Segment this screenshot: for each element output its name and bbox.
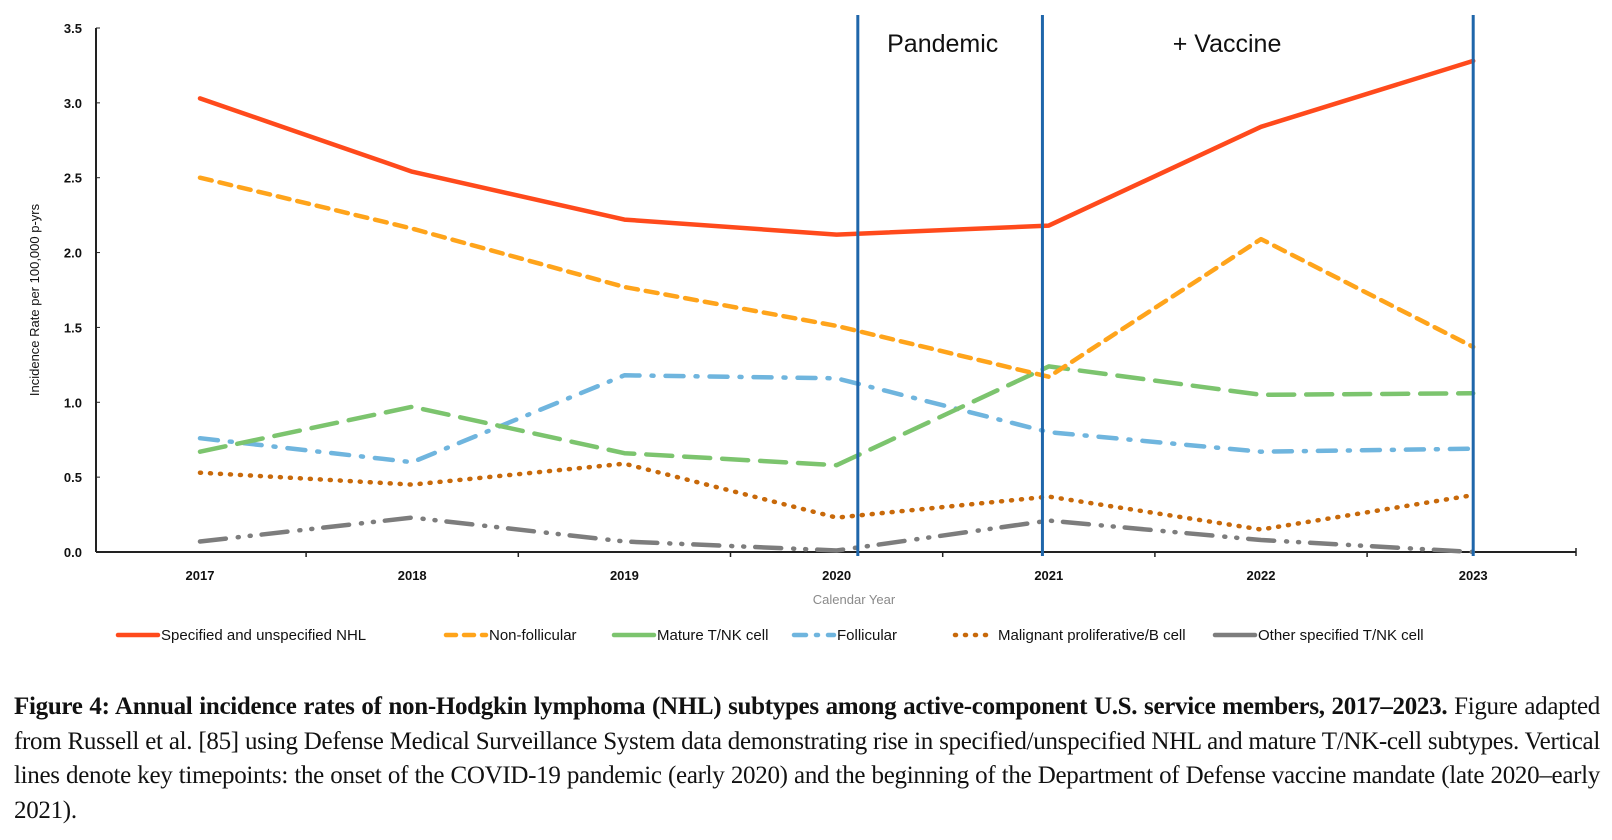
legend-label: Malignant proliferative/B cell	[998, 627, 1186, 644]
y-axis-title: Incidence Rate per 100,000 p-yrs	[27, 203, 42, 396]
axes	[95, 28, 1576, 553]
series-line-specified-and-unspecified-nhl	[197, 58, 1476, 237]
x-tick-label: 2023	[1459, 568, 1488, 583]
y-tick-label: 1.5	[64, 320, 82, 335]
x-ticks: 2017 2018 2019 2020 2021 2022 2023	[186, 548, 1577, 583]
x-tick-label: 2022	[1247, 568, 1276, 583]
y-tick-label: 3.5	[64, 21, 82, 36]
legend-item: Specified and unspecified NHL	[115, 627, 366, 644]
legend-item: Follicular	[791, 627, 897, 644]
y-tick-label: 2.0	[64, 246, 82, 261]
y-tick-label: 3.0	[64, 96, 82, 111]
x-tick-label: 2017	[186, 568, 215, 583]
series-line-other-specified-t-nk-cell	[197, 515, 1476, 555]
legend-label: Follicular	[837, 627, 897, 644]
x-tick-label: 2018	[398, 568, 427, 583]
annotation-vaccine: + Vaccine	[1173, 30, 1282, 58]
y-tick-label: 2.5	[64, 171, 82, 186]
x-axis-title: Calendar Year	[813, 592, 896, 607]
legend: Specified and unspecified NHL Non-follicu…	[115, 627, 1424, 644]
x-tick-label: 2019	[610, 568, 639, 583]
line-chart: 0.0 0.5 1.0 1.5 2.0 2.5 3.0 3.5 2017 2018 2019 202…	[27, 15, 1577, 644]
series-line-non-follicular	[197, 175, 1476, 380]
y-tick-label: 1.0	[64, 395, 82, 410]
series-line-mature-t-nk-cell	[197, 364, 1476, 468]
series-group	[197, 58, 1476, 555]
vertical-markers	[856, 15, 1475, 556]
annotations: Pandemic + Vaccine	[887, 30, 1281, 58]
caption-title: Figure 4: Annual incidence rates of non-…	[14, 693, 1448, 720]
legend-label: Specified and unspecified NHL	[161, 627, 366, 644]
y-tick-label: 0.0	[64, 545, 82, 560]
legend-item: Mature T/NK cell	[611, 627, 768, 644]
y-tick-label: 0.5	[64, 470, 82, 485]
legend-label: Mature T/NK cell	[657, 627, 768, 644]
legend-label: Non-follicular	[489, 627, 577, 644]
series-line-follicular	[197, 373, 1476, 465]
caption-body: Figure adapted from Russell et al. [85] …	[14, 693, 1600, 824]
legend-label: Other specified T/NK cell	[1258, 627, 1424, 644]
figure-caption: Figure 4: Annual incidence rates of non-…	[14, 690, 1600, 828]
legend-item: Other specified T/NK cell	[1212, 627, 1424, 644]
series-line-malignant-proliferative-b-cell	[197, 461, 1476, 532]
x-tick-label: 2021	[1034, 568, 1063, 583]
annotation-pandemic: Pandemic	[887, 30, 998, 58]
y-ticks: 0.0 0.5 1.0 1.5 2.0 2.5 3.0 3.5	[64, 21, 100, 560]
legend-item: Malignant proliferative/B cell	[952, 627, 1186, 644]
x-tick-label: 2020	[822, 568, 851, 583]
legend-item: Non-follicular	[443, 627, 577, 644]
